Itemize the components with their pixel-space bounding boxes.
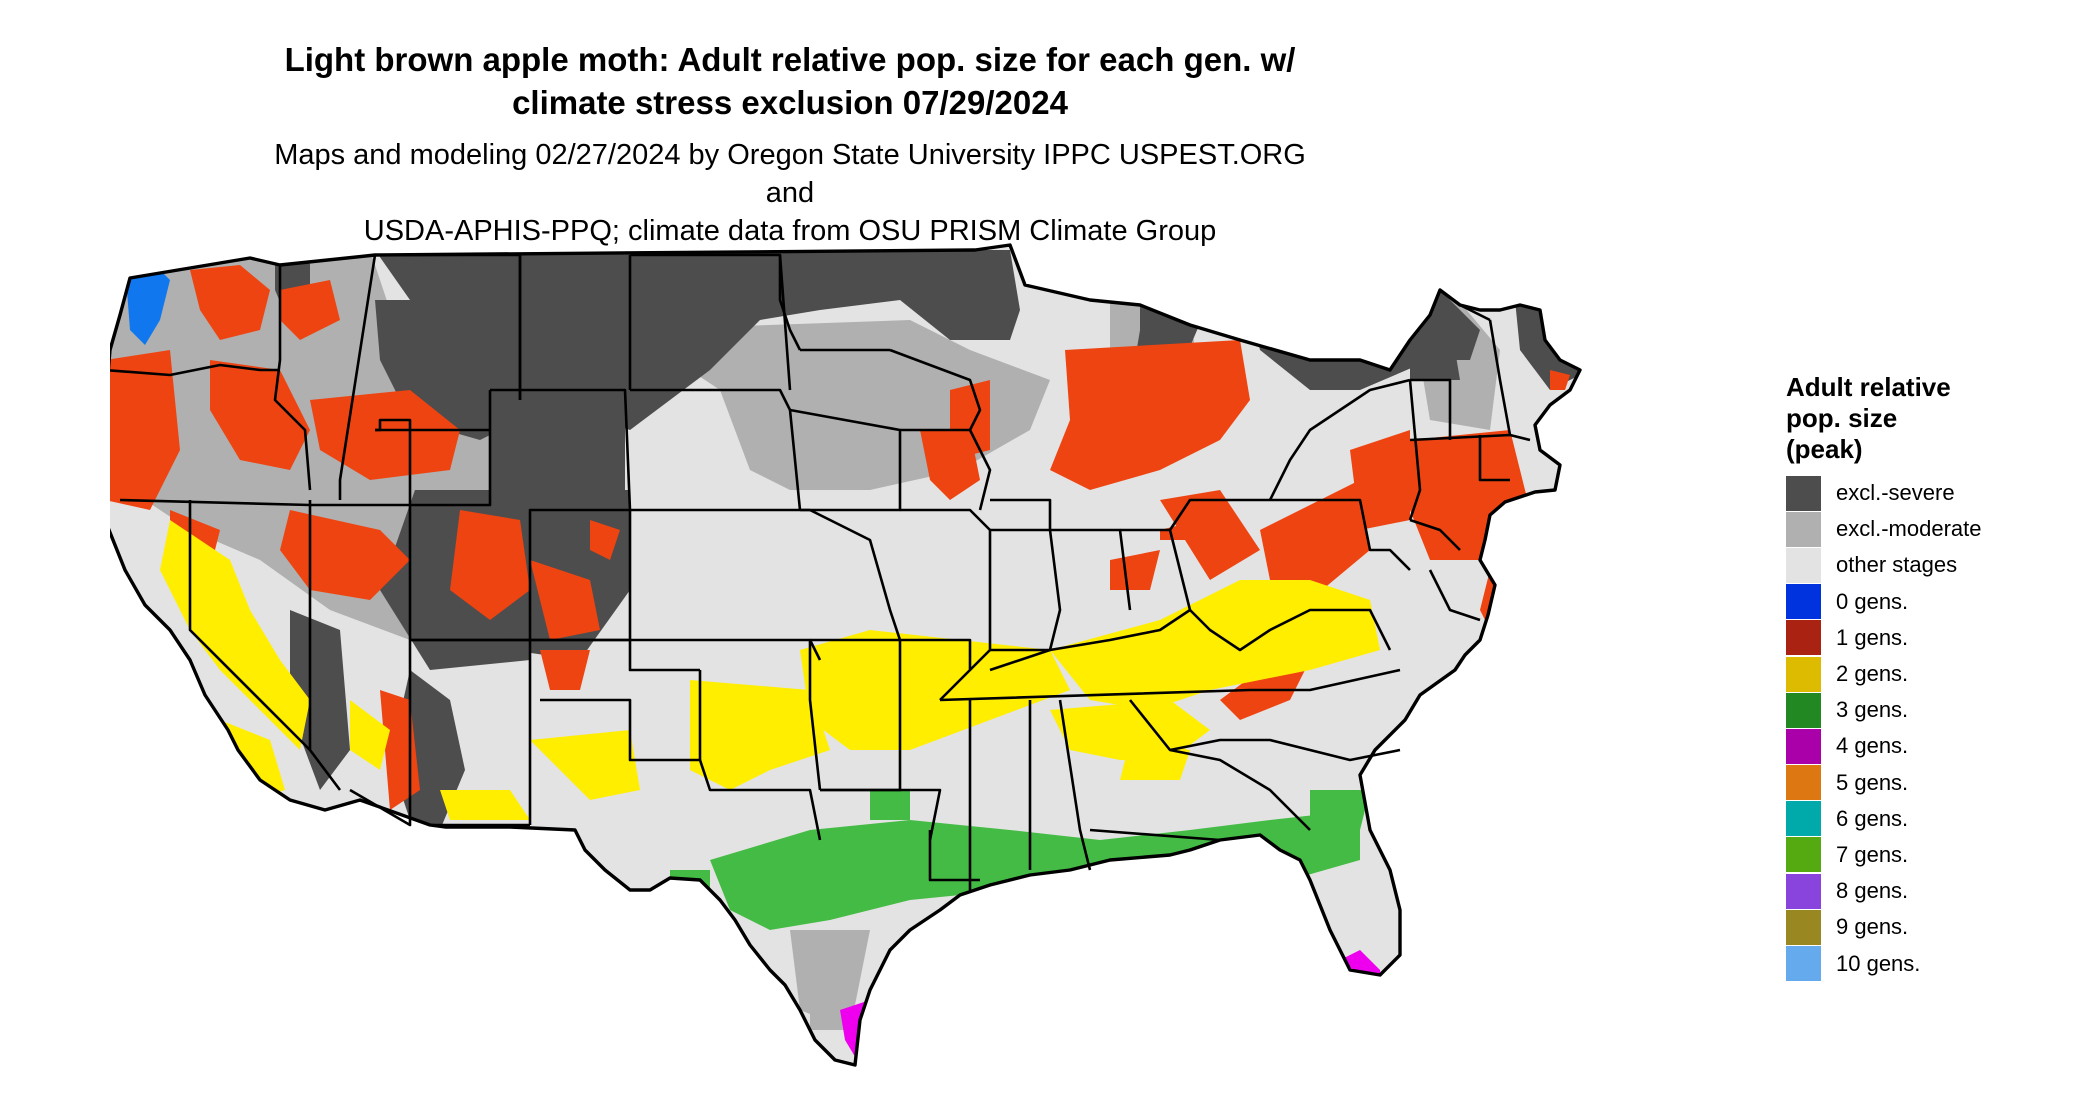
legend-item: 4 gens. [1786,728,1982,764]
state-borders [110,253,1531,890]
region-two-gens [160,520,1380,820]
legend-items: excl.-severe excl.-moderate other stages 0 … [1786,475,1982,982]
legend-title-line-2: pop. size [1786,403,1898,433]
legend-swatch [1786,511,1821,547]
legend-item: 1 gens. [1786,620,1982,656]
legend-swatch [1786,873,1821,909]
legend-item: 10 gens. [1786,945,1982,982]
subtitle-line-1: Maps and modeling 02/27/2024 by Oregon S… [274,139,1306,209]
legend-item: 2 gens. [1786,656,1982,692]
legend-title: Adult relative pop. size (peak) [1786,372,1982,465]
legend-swatch [1786,656,1821,692]
legend-item: excl.-severe [1786,475,1982,511]
legend-label: 1 gens. [1836,624,1909,650]
legend-label: 8 gens. [1836,878,1909,904]
legend-item: excl.-moderate [1786,511,1982,547]
legend-label: 0 gens. [1836,588,1909,614]
legend-item: 7 gens. [1786,837,1982,873]
legend-swatch [1786,584,1821,620]
legend-swatch [1786,837,1821,873]
legend-item: 8 gens. [1786,873,1982,909]
legend-title-line-1: Adult relative [1786,372,1951,402]
legend-item: other stages [1786,547,1982,583]
legend-swatch [1786,801,1821,837]
legend: Adult relative pop. size (peak) excl.-se… [1786,372,1982,982]
legend-label: other stages [1836,552,1958,578]
legend-swatch [1786,620,1821,656]
legend-label: excl.-moderate [1836,516,1982,542]
title-line-1: Light brown apple moth: Adult relative p… [284,41,1296,78]
legend-swatch [1786,475,1821,511]
legend-label: excl.-severe [1836,480,1955,506]
legend-swatch [1786,728,1821,764]
legend-label: 9 gens. [1836,914,1909,940]
legend-label: 7 gens. [1836,841,1909,867]
legend-swatch [1786,909,1821,945]
legend-item: 3 gens. [1786,692,1982,728]
legend-swatch [1786,547,1821,583]
legend-label: 6 gens. [1836,805,1909,831]
title-line-2: climate stress exclusion 07/29/2024 [512,84,1068,121]
legend-swatch [1786,765,1821,801]
legend-item: 5 gens. [1786,765,1982,801]
legend-swatch [1786,692,1821,728]
region-four-gens [840,950,1385,1065]
legend-label: 2 gens. [1836,661,1909,687]
us-map [110,243,1582,1067]
legend-item: 6 gens. [1786,801,1982,837]
legend-item: 0 gens. [1786,584,1982,620]
legend-title-line-3: (peak) [1786,434,1863,464]
map-title: Light brown apple moth: Adult relative p… [260,38,1320,124]
legend-label: 3 gens. [1836,697,1909,723]
legend-swatch [1786,946,1821,982]
subtitle-line-2: USDA-APHIS-PPQ; climate data from OSU PR… [363,215,1217,247]
legend-label: 10 gens. [1836,950,1921,976]
legend-label: 4 gens. [1836,733,1909,759]
legend-item: 9 gens. [1786,909,1982,945]
map-subtitle: Maps and modeling 02/27/2024 by Oregon S… [260,136,1320,250]
legend-label: 5 gens. [1836,769,1909,795]
